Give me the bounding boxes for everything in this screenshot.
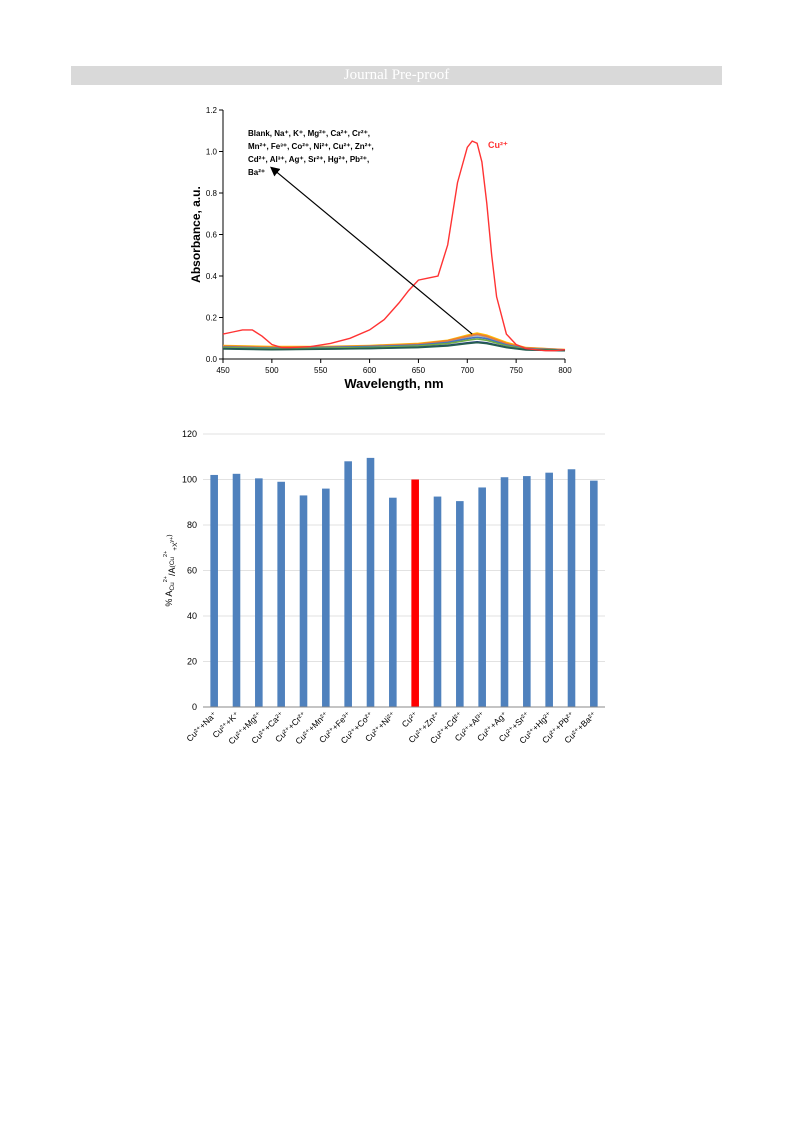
x-tick-label: 800: [558, 366, 572, 375]
y-tick-label: 0: [192, 702, 197, 712]
bar: [523, 476, 531, 707]
bar: [433, 496, 442, 707]
bar: [232, 473, 241, 707]
annotation-line: Blank, Na⁺, K⁺, Mg²⁺, Ca²⁺, Cr²⁺,: [248, 129, 370, 138]
series-line-5: [222, 338, 566, 352]
y-axis-label-part: ): [166, 534, 173, 536]
y-axis-label-part: 2+: [163, 551, 169, 557]
y-tick-label: 0.6: [206, 231, 218, 240]
y-tick-label: 1.2: [206, 106, 218, 115]
y-tick-label: 0.0: [206, 355, 218, 364]
y-tick-label: 20: [187, 657, 197, 667]
bar: [590, 480, 598, 707]
bar: [500, 477, 509, 707]
x-tick-label: 600: [363, 366, 377, 375]
journal-banner: Journal Pre-proof: [71, 66, 722, 85]
bar: [210, 474, 218, 707]
x-tick-label: 550: [314, 366, 328, 375]
bar: [389, 497, 397, 707]
bar: [456, 501, 464, 707]
bar: [366, 457, 375, 707]
bar: [277, 481, 285, 707]
absorbance-spectra-chart: 450 500 550 600 650 700 750 800 0.0 0.2 0.4 0.6 0.8 1…: [189, 106, 572, 391]
bar: [344, 461, 352, 707]
relative-absorbance-bar-chart: 020406080100120Cu²⁺+Na⁺Cu²⁺+K⁺Cu²⁺+Mg²⁺C…: [163, 429, 605, 746]
y-axis-label-part: +X: [172, 542, 179, 551]
annotation-line: Ba²⁺: [248, 168, 265, 177]
x-tick-label: 700: [461, 366, 475, 375]
series-label-cu: Cu²⁺: [488, 140, 508, 150]
bar: [322, 488, 330, 707]
y-axis-label: Absorbance, a.u.: [189, 186, 203, 283]
x-tick-label: 450: [216, 366, 230, 375]
series-line-7: [222, 341, 566, 352]
bar: [299, 495, 308, 707]
annotation-arrow: [270, 166, 473, 335]
y-tick-label: 60: [187, 566, 197, 576]
x-tick-label: 750: [509, 366, 523, 375]
bar: [567, 469, 576, 707]
annotation-line: Cd²⁺, Al³⁺, Ag⁺, Sr²⁺, Hg²⁺, Pb²⁺,: [248, 155, 369, 164]
bar: [411, 479, 419, 707]
y-tick-label: 120: [182, 429, 197, 439]
category-label: Cu²⁺+Na⁺: [184, 709, 219, 744]
y-tick-label: 80: [187, 520, 197, 530]
y-axis-label-part: % A: [164, 591, 174, 607]
y-axis-label-part: 2+: [163, 576, 169, 582]
annotation-line: Mn²⁺, Fe³⁺, Co²⁺, Ni²⁺, Cu²⁺, Zn²⁺,: [248, 142, 374, 151]
y-axis-label-part: Cu: [169, 582, 176, 591]
y-axis-label-part: y+: [169, 537, 175, 543]
x-axis-label: Wavelength, nm: [344, 376, 443, 391]
y-axis-label-part: (Cu: [169, 557, 176, 568]
y-tick-label: 0.4: [206, 272, 218, 281]
y-tick-label: 40: [187, 611, 197, 621]
y-tick-label: 100: [182, 475, 197, 485]
y-tick-label: 0.8: [206, 189, 218, 198]
x-tick-label: 500: [265, 366, 279, 375]
y-tick-label: 0.2: [206, 314, 218, 323]
series-line-cu: [222, 140, 566, 352]
bar: [545, 472, 553, 707]
bar: [255, 478, 263, 707]
y-axis-label-part: /A: [167, 567, 177, 576]
y-tick-label: 1.0: [206, 148, 218, 157]
x-tick-label: 650: [412, 366, 426, 375]
bar: [478, 487, 486, 707]
y-axis-label: % ACu2+/A(Cu2++Xy+): [163, 534, 179, 606]
